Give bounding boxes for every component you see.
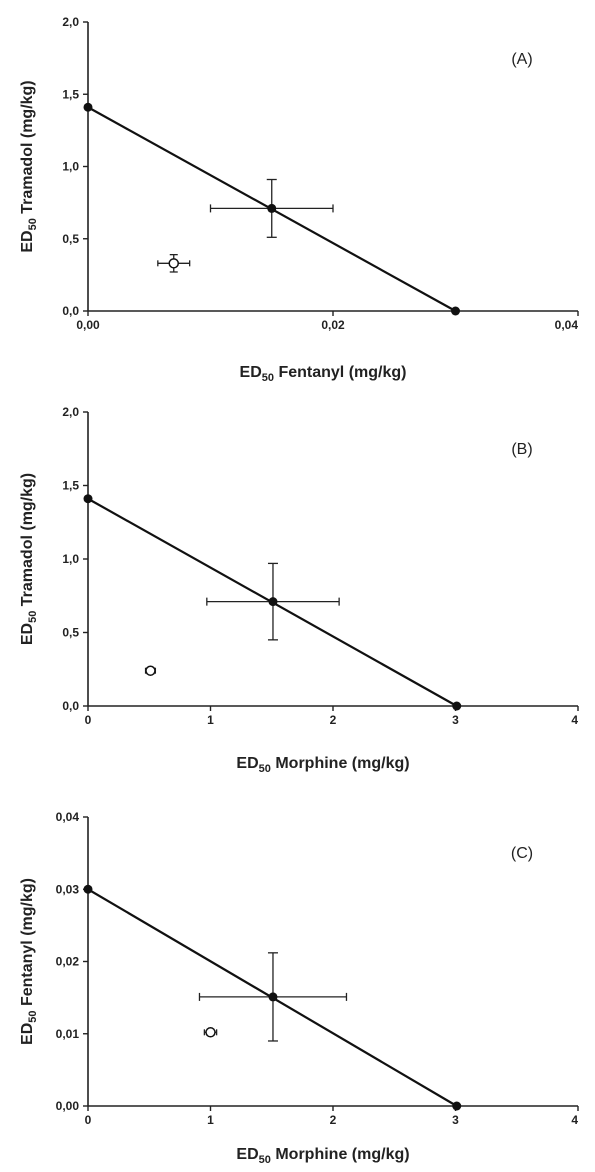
panel-label: (B): [511, 441, 532, 458]
x-tick-label: 3: [452, 1113, 459, 1127]
y-tick-label: 0,02: [56, 955, 80, 969]
x-tick-label: 2: [330, 713, 337, 727]
x-axis-title: ED50 Morphine (mg/kg): [236, 1146, 409, 1166]
y-axis-title: ED50 Fentanyl (mg/kg): [19, 878, 39, 1045]
panel-a: 0,0 0,5 1,0 1,5 2,0 0,00 0,02 0,04 ED50 Fentanyl…: [19, 15, 579, 384]
x-tick-label: 1: [207, 1113, 214, 1127]
isobole-endpoint-y: [83, 494, 93, 504]
isobole-endpoint-y: [83, 884, 93, 894]
y-tick-label: 1,5: [62, 479, 79, 493]
x-tick-label: 0,02: [321, 318, 345, 332]
theoretical-point: [268, 992, 278, 1002]
isobole-endpoint-x: [451, 306, 460, 316]
y-tick-label: 0,0: [62, 304, 79, 318]
panel-b: 0,0 0,5 1,0 1,5 2,0 0 1 2 3 4 ED50 Morphine (mg/kg…: [19, 405, 579, 775]
panel-label: (A): [511, 51, 532, 68]
x-axis-title: ED50 Morphine (mg/kg): [236, 755, 409, 775]
y-tick-label: 1,0: [62, 160, 79, 174]
experimental-point: [168, 258, 179, 269]
y-tick-label: 2,0: [62, 405, 79, 419]
y-tick-label: 0,03: [56, 882, 80, 896]
y-tick-label: 2,0: [62, 15, 79, 29]
y-tick-label: 0,5: [62, 626, 79, 640]
x-axis-title: ED50 Fentanyl (mg/kg): [240, 364, 407, 384]
y-tick-label: 1,5: [62, 87, 79, 101]
x-tick-label: 0,04: [555, 318, 579, 332]
experimental-point: [145, 665, 156, 676]
x-tick-label: 0: [85, 1113, 92, 1127]
y-tick-label: 0,0: [62, 699, 79, 713]
isobole-endpoint-x: [452, 1101, 462, 1111]
panel-label: (C): [511, 845, 533, 862]
x-tick-label: 3: [452, 713, 459, 727]
y-tick-label: 0,00: [56, 1099, 80, 1113]
x-tick-label: 4: [571, 713, 578, 727]
isobole-endpoint-x: [452, 701, 462, 711]
x-tick-label: 2: [330, 1113, 337, 1127]
x-tick-label: 1: [207, 713, 214, 727]
theoretical-point: [267, 203, 277, 213]
theoretical-point: [268, 597, 278, 607]
isobole-endpoint-y: [83, 102, 93, 112]
y-axis-title: ED50 Tramadol (mg/kg): [19, 473, 39, 645]
x-tick-label: 4: [571, 1113, 578, 1127]
y-axis-title: ED50 Tramadol (mg/kg): [19, 80, 39, 252]
panel-c: 0,00 0,01 0,02 0,03 0,04 0 1 2 3 4 ED50 Morphine (…: [19, 810, 579, 1166]
y-tick-label: 0,5: [62, 232, 79, 246]
y-tick-label: 0,01: [56, 1027, 80, 1041]
y-tick-label: 0,04: [56, 810, 80, 824]
y-tick-label: 1,0: [62, 552, 79, 566]
x-tick-label: 0,00: [76, 318, 100, 332]
experimental-point: [205, 1027, 216, 1038]
x-tick-label: 0: [85, 713, 92, 727]
